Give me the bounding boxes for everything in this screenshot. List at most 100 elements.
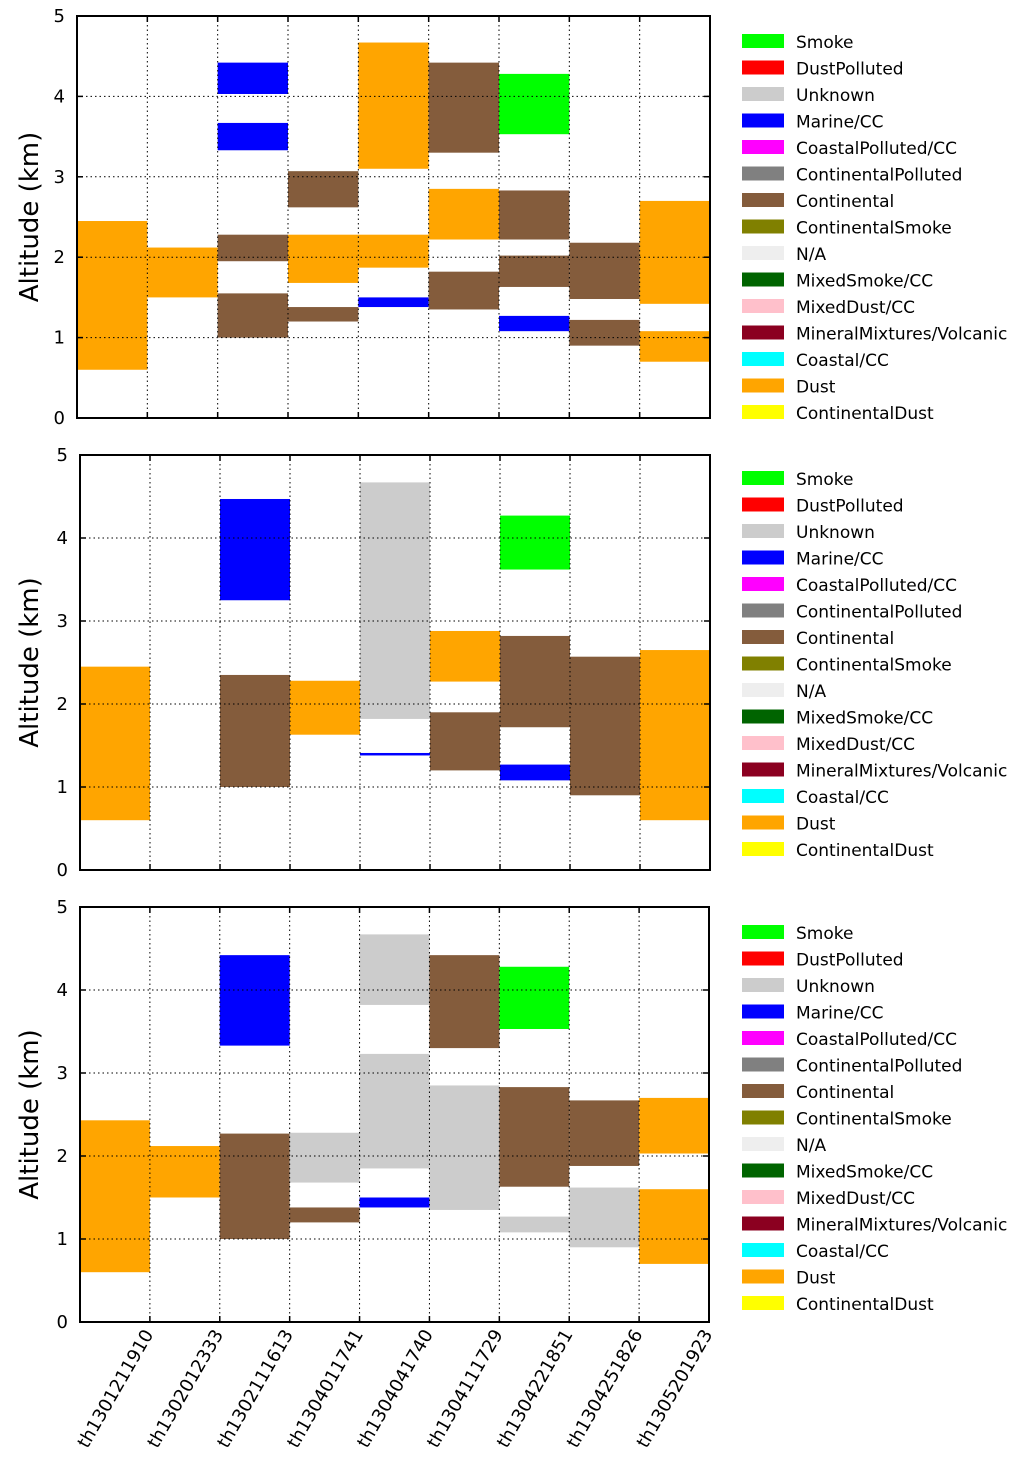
legend-swatch — [742, 1296, 784, 1310]
legend-swatch — [742, 1110, 784, 1125]
layer-bar-dust — [639, 1097, 709, 1154]
legend-swatch — [742, 1084, 784, 1098]
legend-label: ContinentalPolluted — [796, 166, 962, 186]
layer-bar-unknown — [569, 1187, 640, 1248]
panel-top: 0 1 2 3 4 5 Altitude (km) Smoke DustPolluted Unkn… — [15, 6, 1007, 429]
legend-label: MixedDust/CC — [796, 735, 915, 755]
legend-swatch — [742, 709, 784, 724]
x-tick-label: th1302012333 — [143, 1326, 228, 1452]
panel-middle: 0 1 2 3 4 5 Altitude (km) Smoke DustPolluted Unkn… — [15, 445, 1007, 881]
layer-bar-continental — [430, 712, 500, 771]
legend-label: Unknown — [796, 977, 875, 997]
legend-label: N/A — [796, 245, 826, 265]
layer-bar-continental — [219, 1133, 290, 1239]
y-tick-label: 2 — [54, 247, 65, 268]
legend-swatch — [742, 140, 784, 154]
layer-bar-dust — [77, 221, 148, 370]
panel-bottom: 0 1 2 3 4 5 Altitude (km) th1301211910th1302012… — [15, 897, 1007, 1452]
legend-label: Dust — [796, 378, 836, 398]
layer-bar-marine-cc — [217, 62, 288, 94]
layer-bar-continental — [428, 271, 499, 310]
legend-swatch — [742, 405, 784, 419]
legend-label: MineralMixtures/Volcanic — [796, 1216, 1007, 1236]
legend-label: ContinentalDust — [796, 1295, 934, 1315]
y-tick-label: 0 — [54, 408, 65, 429]
layer-bar-dust — [639, 200, 710, 304]
legend-swatch — [742, 378, 784, 393]
legend-label: Unknown — [796, 523, 875, 543]
layer-bar-continental — [428, 62, 499, 153]
legend-label: CoastalPolluted/CC — [796, 576, 957, 596]
layer-bar-dust — [149, 1146, 220, 1198]
y-tick-label: 1 — [57, 777, 68, 798]
legend-swatch — [742, 471, 784, 485]
legend-label: CoastalPolluted/CC — [796, 139, 957, 159]
layer-bar-dust — [639, 1189, 709, 1264]
legend-swatch — [742, 550, 784, 565]
layer-bar-smoke — [500, 515, 570, 570]
legend-swatch — [742, 603, 784, 618]
x-tick-label: th1304041740 — [353, 1326, 438, 1452]
layer-bar-unknown — [499, 1216, 570, 1233]
layer-bar-unknown — [359, 934, 430, 1005]
layer-bar-marine-cc — [358, 297, 429, 308]
layer-bar-dust — [288, 234, 359, 283]
legend-swatch — [742, 87, 784, 101]
layer-bar-continental — [570, 656, 640, 796]
legend-swatch — [742, 1243, 784, 1257]
legend-label: ContinentalPolluted — [796, 1057, 962, 1077]
legend-label: MixedDust/CC — [796, 298, 915, 318]
layer-bar-unknown — [360, 482, 430, 719]
legend-swatch — [742, 497, 784, 512]
layer-bar-dust — [80, 666, 150, 821]
legend: Smoke DustPolluted Unknown Marine/CC Coastal… — [742, 33, 1007, 424]
legend-label: Dust — [796, 1269, 836, 1289]
legend-label: Coastal/CC — [796, 351, 889, 371]
layer-bar-dust — [80, 1120, 150, 1273]
legend-swatch — [742, 577, 784, 591]
legend-label: Continental — [796, 192, 894, 212]
legend-label: DustPolluted — [796, 497, 904, 517]
legend-swatch — [742, 166, 784, 181]
legend-label: ContinentalDust — [796, 404, 934, 424]
layer-bar-dust — [428, 188, 499, 240]
legend-swatch — [742, 219, 784, 234]
y-tick-label: 0 — [57, 860, 68, 881]
y-tick-label: 2 — [57, 694, 68, 715]
legend-swatch — [742, 524, 784, 538]
legend-swatch — [742, 60, 784, 75]
layer-bar-continental — [569, 319, 640, 346]
legend-label: Continental — [796, 629, 894, 649]
layer-bar-marine-cc — [499, 315, 570, 332]
legend-label: Smoke — [796, 470, 853, 490]
legend-label: ContinentalSmoke — [796, 656, 952, 676]
layer-bar-continental — [569, 242, 640, 300]
legend-label: ContinentalDust — [796, 841, 934, 861]
legend-swatch — [742, 1216, 784, 1231]
legend-label: Coastal/CC — [796, 788, 889, 808]
legend-swatch — [742, 925, 784, 939]
y-axis-label: Altitude (km) — [15, 132, 45, 303]
legend-label: ContinentalPolluted — [796, 603, 962, 623]
legend-label: DustPolluted — [796, 951, 904, 971]
layer-bar-continental — [289, 1207, 360, 1223]
layer-bar-continental — [288, 307, 359, 322]
legend-label: Unknown — [796, 86, 875, 106]
legend-label: MixedSmoke/CC — [796, 1163, 933, 1183]
y-tick-label: 3 — [57, 1063, 68, 1084]
layer-bar-continental — [499, 255, 570, 287]
layer-bar-marine-cc — [219, 955, 290, 1046]
legend-label: DustPolluted — [796, 60, 904, 80]
layer-bar-dust — [290, 680, 360, 735]
layer-bar-continental — [499, 190, 570, 240]
legend-swatch — [742, 1057, 784, 1072]
layer-bar-continental — [288, 171, 359, 208]
legend-label: Continental — [796, 1083, 894, 1103]
layer-bar-continental — [429, 955, 500, 1049]
legend-label: Coastal/CC — [796, 1242, 889, 1262]
plot-frame — [76, 15, 711, 419]
x-tick-label: th1302111613 — [213, 1326, 298, 1452]
legend-swatch — [742, 34, 784, 48]
legend-swatch — [742, 1004, 784, 1019]
